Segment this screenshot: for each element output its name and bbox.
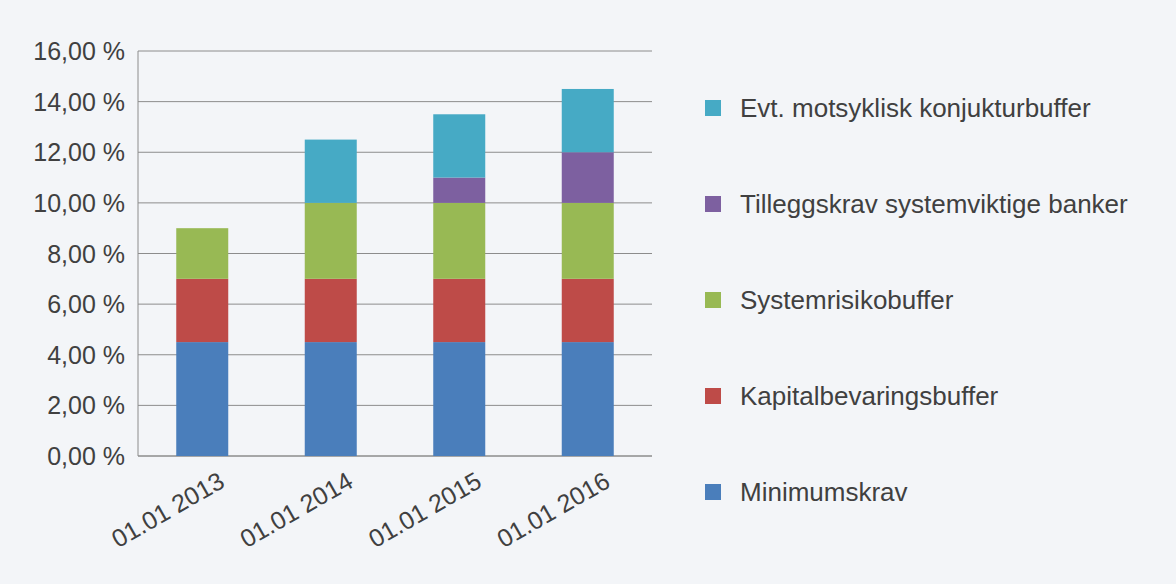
- legend-swatch: [705, 292, 721, 308]
- y-tick-label: 4,00 %: [47, 341, 125, 369]
- y-tick-label: 0,00 %: [47, 442, 125, 470]
- grid-line: [138, 51, 652, 52]
- bar-segment: [562, 89, 614, 152]
- y-tick-label: 16,00 %: [33, 37, 125, 65]
- legend-label: Minimumskrav: [740, 477, 908, 507]
- bar-segment: [305, 342, 357, 456]
- bar-segment: [176, 228, 228, 279]
- x-tick-label: 01.01 2015: [363, 466, 485, 553]
- bar-segment: [433, 114, 485, 177]
- chart-container: 0,00 % 2,00 % 4,00 % 6,00 % 8,00 % 10,00 % 12,…: [0, 0, 1176, 584]
- legend-label: Kapitalbevaringsbuffer: [740, 381, 999, 411]
- legend-label: Evt. motsyklisk konjukturbuffer: [740, 93, 1091, 123]
- y-tick-label: 2,00 %: [47, 391, 125, 419]
- legend-label: Tilleggskrav systemviktige banker: [740, 189, 1128, 219]
- bar-segment: [562, 279, 614, 342]
- x-tick-label: 01.01 2016: [492, 466, 614, 553]
- y-tick-label: 6,00 %: [47, 290, 125, 318]
- legend-swatch: [705, 484, 721, 500]
- bar-segment: [305, 279, 357, 342]
- bars: [176, 89, 614, 456]
- bar-segment: [433, 203, 485, 279]
- x-tick-label: 01.01 2013: [106, 466, 228, 553]
- grid: [138, 51, 652, 456]
- bar-segment: [433, 342, 485, 456]
- bar-segment: [176, 228, 228, 229]
- bar-segment: [176, 228, 228, 229]
- y-tick-label: 10,00 %: [33, 189, 125, 217]
- bar-segment: [176, 279, 228, 342]
- y-tick-label: 8,00 %: [47, 240, 125, 268]
- bar-segment: [433, 279, 485, 342]
- bar-segment: [305, 140, 357, 203]
- legend-swatch: [705, 196, 721, 212]
- bar-segment: [433, 178, 485, 203]
- y-axis-line: [138, 51, 139, 456]
- legend-label: Systemrisikobuffer: [740, 285, 954, 315]
- bar-segment: [176, 342, 228, 456]
- chart-svg: 0,00 % 2,00 % 4,00 % 6,00 % 8,00 % 10,00 % 12,…: [0, 0, 1176, 584]
- y-tick-label: 14,00 %: [33, 88, 125, 116]
- legend-swatch: [705, 100, 721, 116]
- bar-segment: [305, 203, 357, 279]
- x-tick-label: 01.01 2014: [235, 466, 357, 553]
- y-tick-label: 12,00 %: [33, 138, 125, 166]
- bar-segment: [562, 342, 614, 456]
- bar-segment: [562, 203, 614, 279]
- legend-swatch: [705, 388, 721, 404]
- bar-segment: [562, 152, 614, 203]
- legend: Evt. motsyklisk konjukturbuffer Tilleggsk…: [705, 93, 1128, 507]
